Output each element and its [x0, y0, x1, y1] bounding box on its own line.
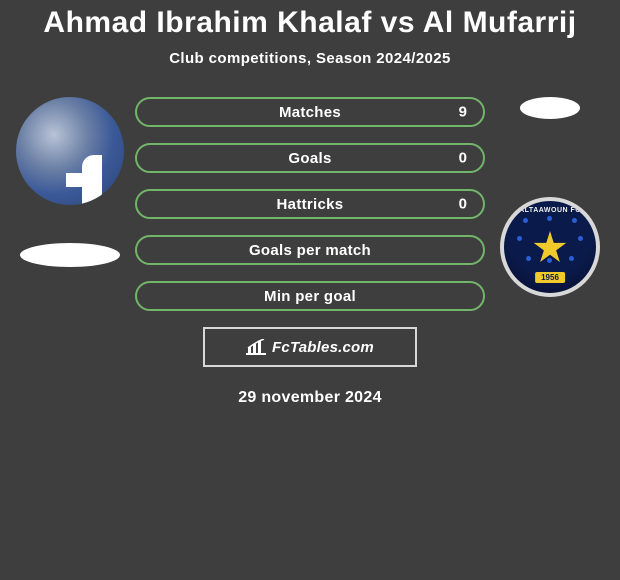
left-player-name-pill [20, 243, 120, 267]
right-player-column: ALTAAWOUN FC 1956 [490, 97, 610, 307]
stat-value-right: 0 [459, 196, 467, 213]
stat-row-goals-per-match: Goals per match [135, 235, 485, 265]
season-subtitle: Club competitions, Season 2024/2025 [0, 50, 620, 67]
right-player-name-pill [520, 97, 580, 119]
snapshot-date: 29 november 2024 [0, 389, 620, 407]
left-player-avatar [16, 97, 124, 205]
stat-row-hattricks: Hattricks 0 [135, 189, 485, 219]
stat-label: Goals [288, 150, 331, 167]
bar-chart-icon [246, 339, 266, 355]
stats-table: Matches 9 Goals 0 Hattricks 0 Goals per … [135, 97, 485, 311]
stat-row-matches: Matches 9 [135, 97, 485, 127]
stat-label: Min per goal [264, 288, 356, 305]
stat-row-goals: Goals 0 [135, 143, 485, 173]
right-player-club-badge: ALTAAWOUN FC 1956 [500, 197, 600, 307]
stat-label: Goals per match [249, 242, 371, 259]
stat-row-min-per-goal: Min per goal [135, 281, 485, 311]
left-player-column [10, 97, 130, 267]
stat-label: Hattricks [277, 196, 344, 213]
stat-value-right: 0 [459, 150, 467, 167]
stat-value-right: 9 [459, 104, 467, 121]
brand-text: FcTables.com [272, 339, 374, 356]
club-badge-year: 1956 [535, 272, 565, 283]
comparison-title: Ahmad Ibrahim Khalaf vs Al Mufarrij [0, 0, 620, 40]
comparison-body: ALTAAWOUN FC 1956 Matches 9 Goals 0 Hatt… [0, 97, 620, 407]
facebook-placeholder-icon [66, 133, 102, 205]
club-shield-icon: ALTAAWOUN FC 1956 [500, 197, 600, 297]
stat-label: Matches [279, 104, 341, 121]
brand-attribution: FcTables.com [203, 327, 417, 367]
